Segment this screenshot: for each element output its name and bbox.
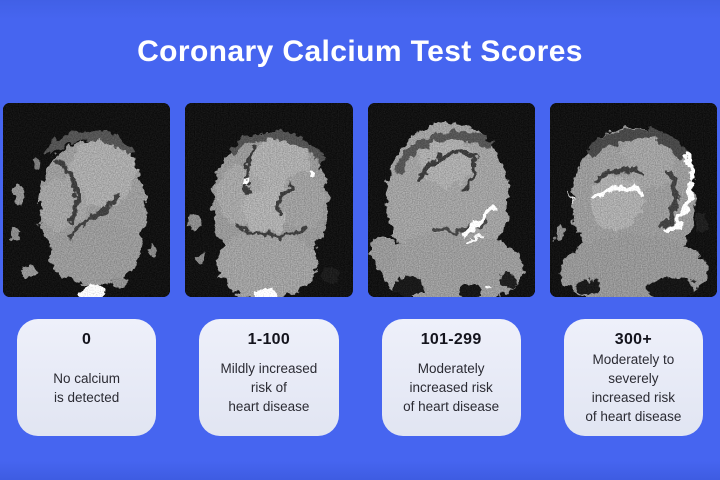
score-card-101-299: 101-299 Moderately increased risk of hea… xyxy=(381,319,521,436)
score-range: 300+ xyxy=(614,331,652,348)
score-range: 101-299 xyxy=(420,331,482,348)
page-title: Coronary Calcium Test Scores xyxy=(137,34,583,68)
score-card-row: 0 No calcium is detected 1-100 Mildly in… xyxy=(3,319,717,436)
score-card-300-plus: 300+ Moderately to severely increased ri… xyxy=(563,319,703,436)
score-description: Mildly increased risk of heart disease xyxy=(220,361,318,414)
ct-scan-image-4 xyxy=(549,103,717,297)
ct-scan-score-1-100 xyxy=(185,103,353,297)
score-description: Moderately to severely increased risk of… xyxy=(585,351,682,424)
score-description: No calcium is detected xyxy=(53,370,121,405)
ct-scan-score-300-plus xyxy=(549,103,717,297)
score-description-wrap: Moderately increased risk of heart disea… xyxy=(403,349,499,426)
score-description-wrap: No calcium is detected xyxy=(53,349,120,426)
ct-scan-image-1 xyxy=(3,103,171,297)
ct-scan-image-2 xyxy=(185,103,353,297)
ct-scan-image-3 xyxy=(367,103,535,297)
header: Coronary Calcium Test Scores xyxy=(0,0,720,103)
score-description: Moderately increased risk of heart disea… xyxy=(403,361,500,414)
ct-scan-score-0 xyxy=(3,103,171,297)
score-card-1-100: 1-100 Mildly increased risk of heart dis… xyxy=(199,319,339,436)
ct-scan-row xyxy=(3,103,717,297)
score-range: 1-100 xyxy=(247,331,291,348)
score-card-0: 0 No calcium is detected xyxy=(17,319,157,436)
score-range: 0 xyxy=(82,331,92,348)
ct-scan-score-101-299 xyxy=(367,103,535,297)
score-description-wrap: Moderately to severely increased risk of… xyxy=(585,349,681,426)
score-description-wrap: Mildly increased risk of heart disease xyxy=(220,349,317,426)
